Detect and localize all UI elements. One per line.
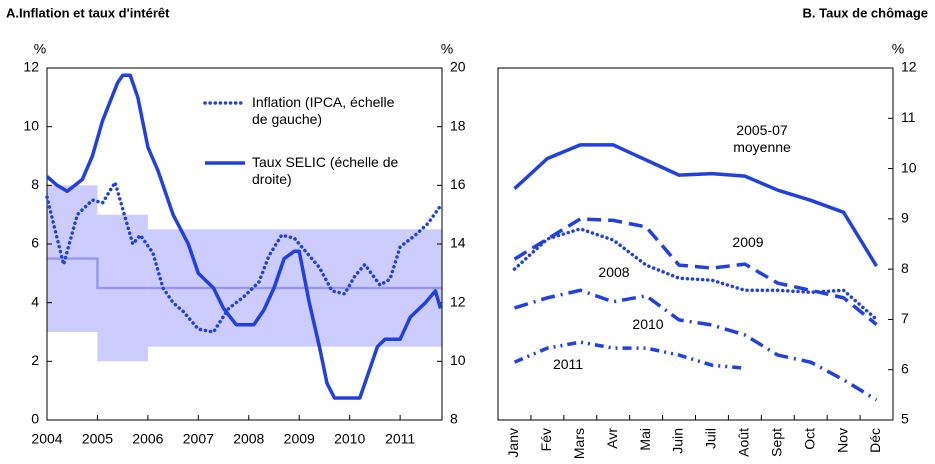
x-tick-label: Nov bbox=[834, 428, 850, 453]
series-line bbox=[513, 143, 878, 268]
x-tick-label: Janv bbox=[505, 428, 521, 458]
series-label: 2010 bbox=[632, 316, 664, 332]
chart-title: A.Inflation et taux d'intérêt bbox=[6, 5, 170, 20]
x-tick-label: Mars bbox=[571, 428, 587, 459]
tick-label: 10 bbox=[901, 159, 917, 175]
series-label: 2008 bbox=[598, 264, 630, 280]
series-line bbox=[513, 340, 746, 370]
series-line bbox=[513, 288, 878, 402]
tick-label: 12 bbox=[901, 59, 917, 75]
tick-label: 8 bbox=[31, 176, 39, 192]
x-tick-label: Sept bbox=[768, 428, 784, 457]
x-tick-label: 2004 bbox=[31, 431, 62, 447]
legend-label: Inflation (IPCA, échelle de gauche) bbox=[252, 94, 395, 127]
tick-label: 8 bbox=[901, 260, 909, 276]
tick-label: 9 bbox=[901, 210, 909, 226]
tick-label: 5 bbox=[901, 411, 909, 427]
tick-label: 18 bbox=[450, 117, 466, 133]
chart-title: B. Taux de chômage bbox=[803, 5, 928, 20]
x-tick-label: Avr bbox=[604, 428, 620, 449]
tick-label: 16 bbox=[450, 176, 466, 192]
tick-label: 4 bbox=[31, 293, 39, 309]
x-tick-label: Déc bbox=[867, 428, 883, 453]
tick-label: 0 bbox=[31, 411, 39, 427]
x-tick-label: 2005 bbox=[82, 431, 113, 447]
y2-axis-label: % bbox=[892, 41, 904, 57]
tick-label: 10 bbox=[23, 117, 39, 133]
x-tick-label: 2006 bbox=[132, 431, 163, 447]
tick-label: 6 bbox=[31, 235, 39, 251]
x-tick-label: 2009 bbox=[284, 431, 315, 447]
x-tick-label: Août bbox=[736, 428, 752, 457]
y-axis-label: % bbox=[34, 41, 46, 57]
tick-label: 12 bbox=[450, 293, 466, 309]
x-tick-label: 2010 bbox=[334, 431, 365, 447]
x-tick-label: Oct bbox=[801, 428, 817, 450]
series-label: 2009 bbox=[732, 234, 764, 250]
tick-label: 12 bbox=[23, 59, 39, 75]
series-line bbox=[513, 217, 878, 326]
series-line bbox=[45, 180, 443, 334]
x-tick-label: 2011 bbox=[385, 431, 415, 447]
series-label: 2005-07 moyenne bbox=[733, 122, 791, 155]
series-line bbox=[45, 73, 443, 400]
x-tick-label: Fév bbox=[538, 428, 554, 451]
tick-label: 10 bbox=[450, 352, 466, 368]
x-tick-label: 2007 bbox=[183, 431, 214, 447]
tick-label: 6 bbox=[901, 360, 909, 376]
tick-label: 14 bbox=[450, 235, 466, 251]
tick-label: 11 bbox=[901, 109, 916, 125]
legend-label: Taux SELIC (échelle de droite) bbox=[252, 154, 399, 187]
x-tick-label: Mai bbox=[637, 428, 653, 451]
tick-label: 7 bbox=[901, 310, 909, 326]
y2-axis-label: % bbox=[441, 41, 453, 57]
x-tick-label: 2008 bbox=[233, 431, 264, 447]
target-center bbox=[47, 257, 442, 290]
tick-label: 2 bbox=[31, 352, 39, 368]
tick-label: 20 bbox=[450, 59, 466, 75]
tick-label: 8 bbox=[450, 411, 458, 427]
x-tick-label: Juil bbox=[703, 428, 719, 449]
x-tick-label: Juin bbox=[670, 428, 686, 454]
series-label: 2011 bbox=[552, 356, 584, 372]
